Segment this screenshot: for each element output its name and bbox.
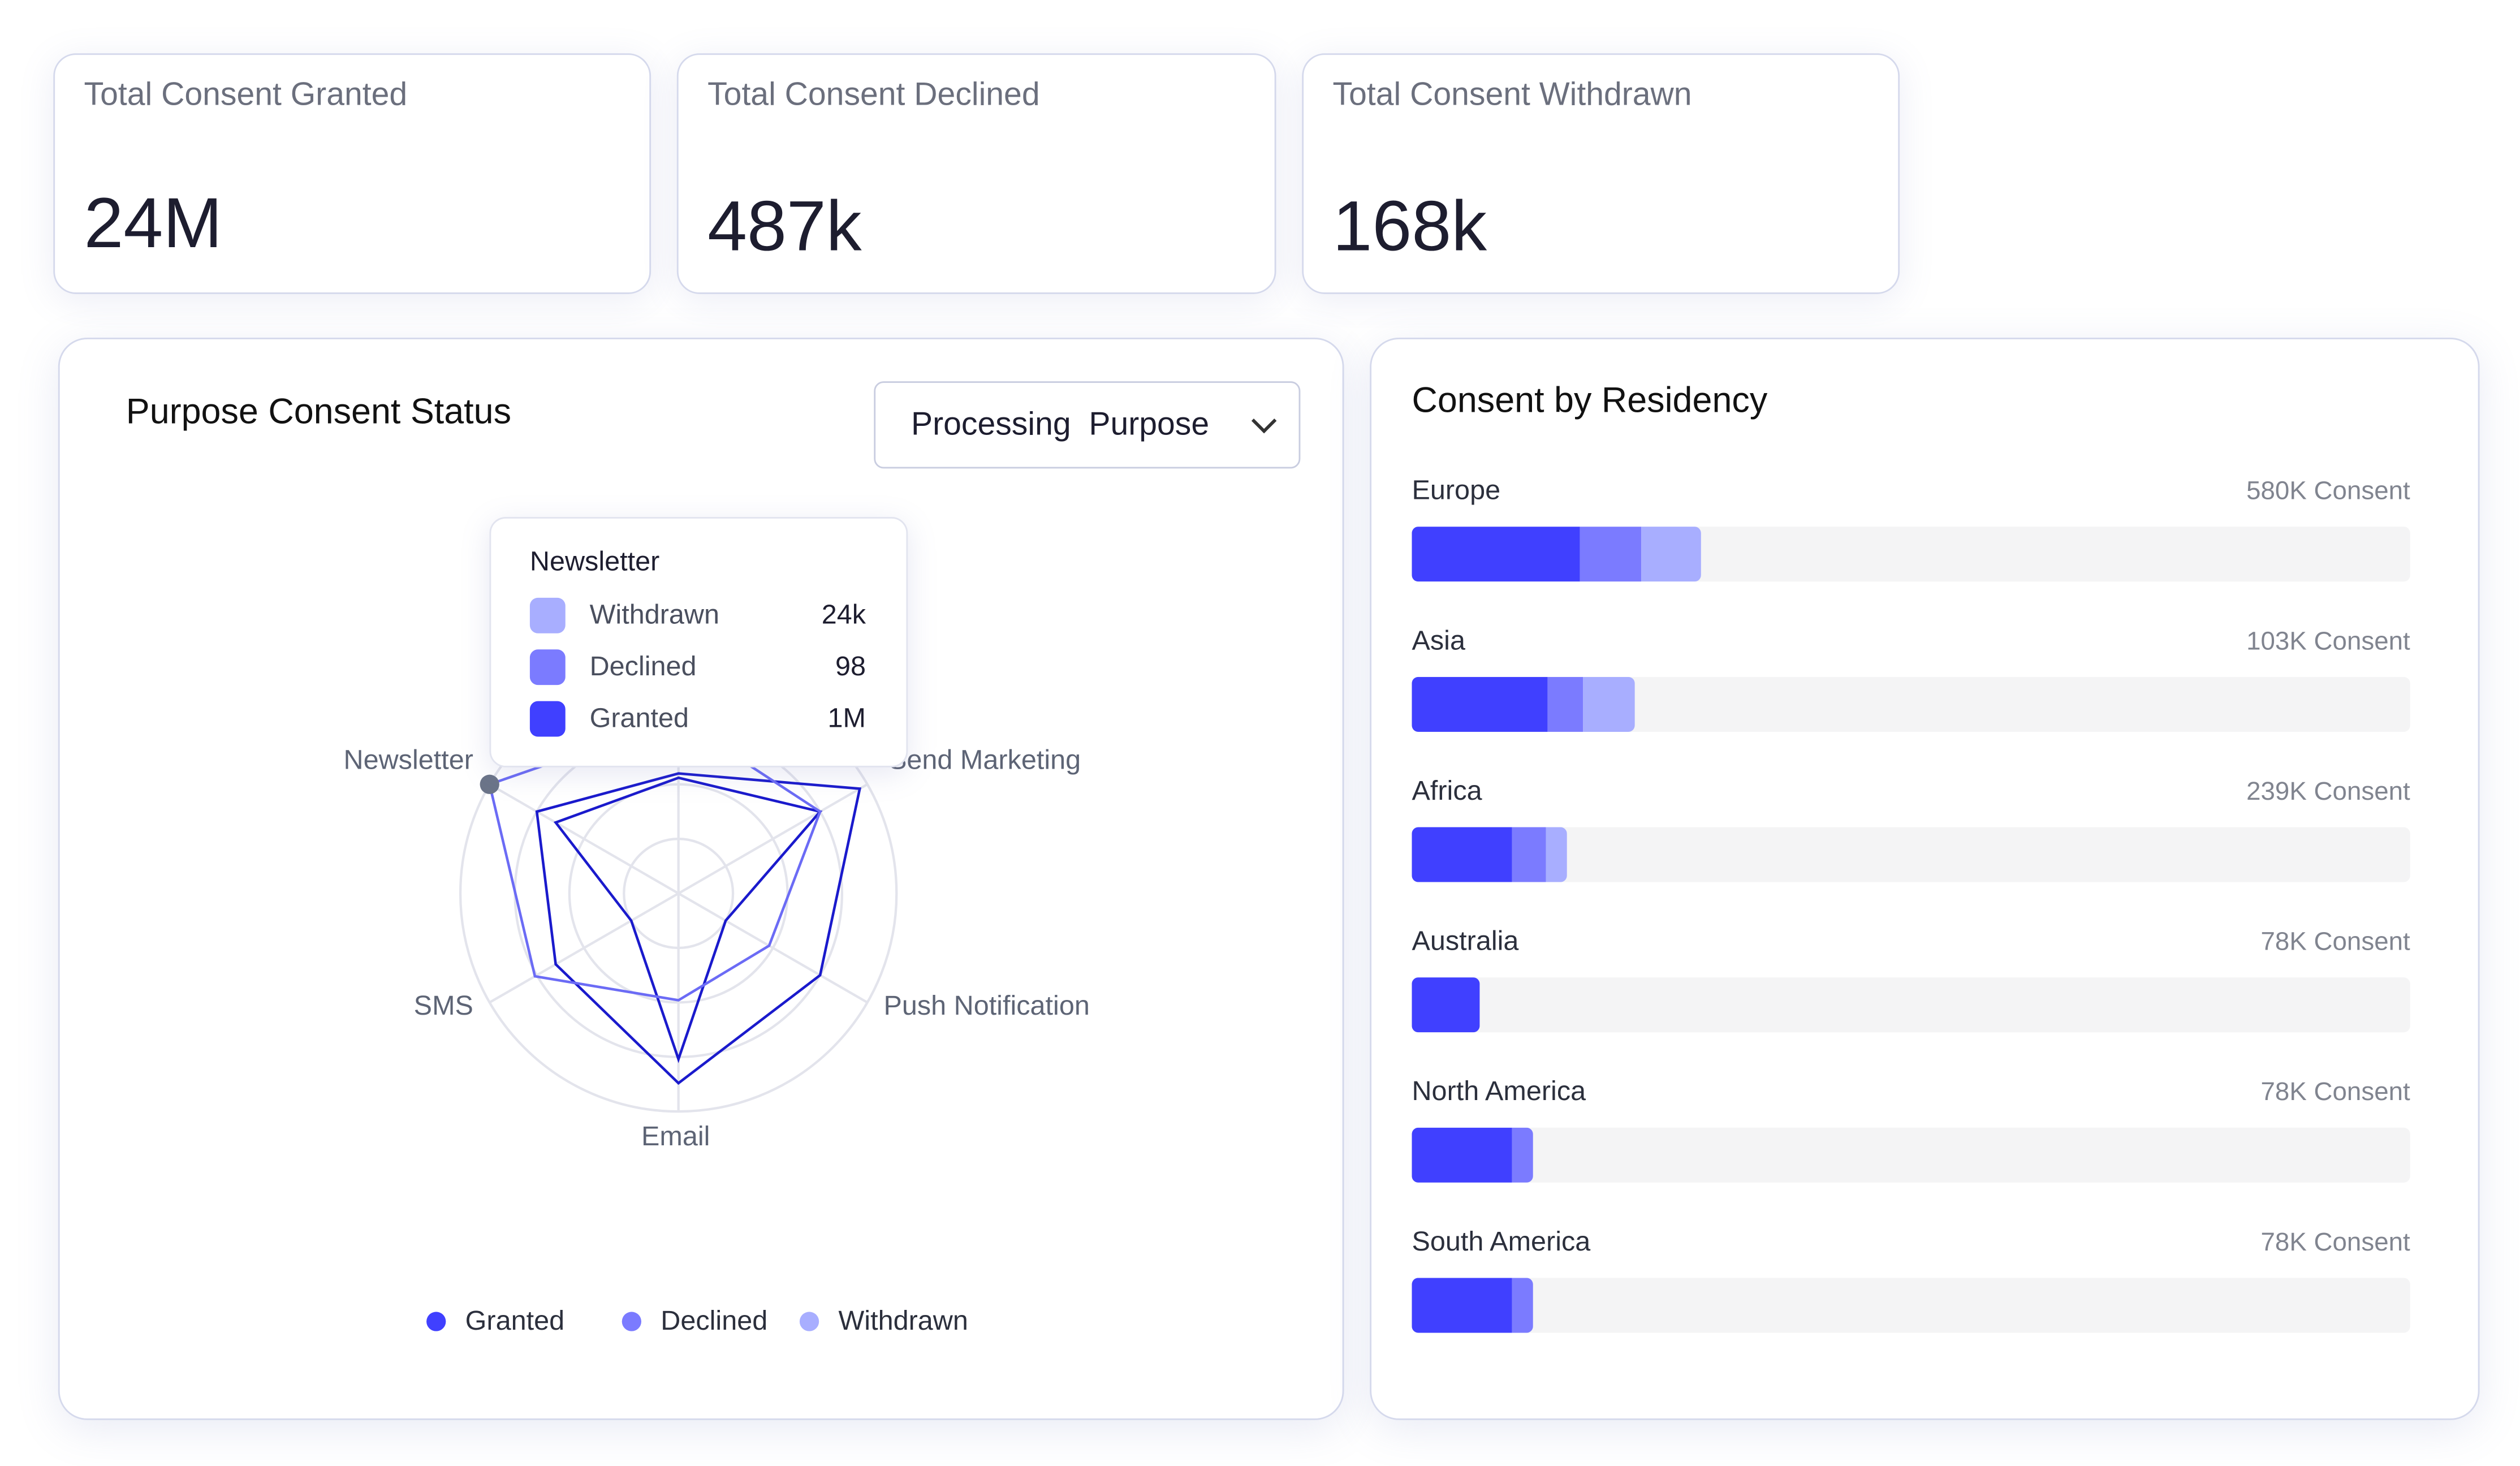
bar-segment-granted	[1412, 527, 1580, 582]
kpi-title: Total Consent Withdrawn	[1332, 77, 1692, 113]
bar-segment-declined	[1547, 676, 1584, 732]
region-bar-track	[1412, 1278, 2410, 1333]
bar-segment-granted	[1412, 676, 1548, 732]
residency-row: Australia 78K Consent	[1412, 926, 2410, 1039]
residency-row: Europe 580K Consent	[1412, 475, 2410, 588]
residency-row: North America 78K Consent	[1412, 1076, 2410, 1189]
bar-segment-granted	[1412, 977, 1480, 1033]
region-name: Asia	[1412, 625, 1465, 656]
kpi-card-granted: Total Consent Granted 24M	[53, 53, 651, 294]
region-bar-track	[1412, 676, 2410, 732]
region-bar-track	[1412, 977, 2410, 1033]
region-name: North America	[1412, 1076, 1586, 1107]
chevron-down-icon	[1251, 408, 1277, 434]
dropdown-value: Processing Purpose	[911, 406, 1210, 442]
bar-segment-declined	[1580, 527, 1641, 582]
bar-segment-declined	[1512, 1127, 1533, 1183]
region-consent-count: 78K Consent	[2260, 1229, 2410, 1257]
residency-row: South America 78K Consent	[1412, 1226, 2410, 1339]
axis-label-newsletter: Newsletter	[343, 744, 473, 776]
tooltip-title: Newsletter	[529, 546, 660, 577]
region-consent-count: 78K Consent	[2260, 929, 2410, 956]
withdrawn-swatch	[529, 597, 566, 633]
bar-segment-declined	[1512, 1278, 1533, 1333]
residency-panel: Consent by Residency Europe 580K Consent…	[1370, 337, 2480, 1420]
region-name: Europe	[1412, 475, 1501, 506]
bar-segment-declined	[1512, 827, 1546, 882]
region-bar-track	[1412, 527, 2410, 582]
radar-axis-line	[489, 892, 679, 1004]
tooltip-value: 24k	[821, 599, 866, 630]
tooltip-row-granted: Granted 1M	[529, 700, 866, 739]
legend-label: Granted	[465, 1305, 565, 1336]
tooltip-value: 98	[835, 651, 866, 682]
bar-segment-withdrawn	[1583, 676, 1636, 732]
legend-dot-icon	[622, 1312, 641, 1331]
region-bar-track	[1412, 827, 2410, 882]
declined-swatch	[529, 649, 566, 685]
legend-label: Declined	[661, 1305, 768, 1336]
tooltip-row-declined: Declined 98	[529, 648, 866, 687]
legend-withdrawn[interactable]: Withdrawn	[799, 1305, 968, 1338]
kpi-value: 24M	[84, 184, 223, 264]
purpose-consent-panel: Purpose Consent Status Processing Purpos…	[58, 337, 1344, 1420]
bar-segment-granted	[1412, 1278, 1512, 1333]
tooltip-label: Withdrawn	[589, 599, 719, 630]
legend-declined[interactable]: Declined	[622, 1305, 768, 1338]
axis-label-send-marketing: Send Marketing	[888, 744, 1081, 776]
region-bar-track	[1412, 1127, 2410, 1183]
axis-label-sms: SMS	[413, 990, 473, 1021]
legend-dot-icon	[799, 1312, 819, 1331]
region-consent-count: 103K Consent	[2246, 628, 2410, 656]
region-consent-count: 78K Consent	[2260, 1079, 2410, 1107]
legend-dot-icon	[426, 1312, 446, 1331]
radar-axis-line	[678, 783, 868, 895]
radar-chart	[459, 674, 898, 1113]
radar-axis-line	[489, 783, 679, 895]
radar-series-granted	[535, 772, 862, 1085]
kpi-card-declined: Total Consent Declined 487k	[676, 53, 1276, 294]
axis-label-email: Email	[641, 1121, 710, 1152]
bar-segment-withdrawn	[1545, 827, 1567, 882]
panel-title: Purpose Consent Status	[126, 391, 512, 432]
tooltip-label: Granted	[589, 702, 689, 734]
region-consent-count: 580K Consent	[2246, 478, 2410, 506]
residency-row: Asia 103K Consent	[1412, 625, 2410, 738]
radar-highlight-point	[480, 774, 499, 794]
tooltip-value: 1M	[827, 702, 866, 734]
region-consent-count: 239K Consent	[2246, 778, 2410, 807]
legend-granted[interactable]: Granted	[426, 1305, 564, 1338]
chart-tooltip: Newsletter Withdrawn 24k Declined 98 Gra…	[489, 517, 908, 768]
kpi-title: Total Consent Declined	[707, 77, 1040, 113]
processing-purpose-dropdown[interactable]: Processing Purpose	[874, 381, 1301, 469]
region-name: Australia	[1412, 925, 1519, 956]
kpi-value: 487k	[707, 187, 862, 267]
granted-swatch	[529, 701, 566, 737]
residency-row: Africa 239K Consent	[1412, 775, 2410, 889]
kpi-title: Total Consent Granted	[84, 77, 408, 113]
panel-title: Consent by Residency	[1412, 380, 1768, 420]
radar-axis-line	[678, 892, 868, 1004]
tooltip-label: Declined	[589, 651, 697, 682]
tooltip-row-withdrawn: Withdrawn 24k	[529, 596, 866, 635]
axis-label-push-notification: Push Notification	[883, 990, 1090, 1021]
region-name: Africa	[1412, 775, 1482, 807]
kpi-value: 168k	[1332, 187, 1487, 267]
bar-segment-granted	[1412, 827, 1512, 882]
bar-segment-granted	[1412, 1127, 1512, 1183]
bar-segment-withdrawn	[1640, 527, 1702, 582]
region-name: South America	[1412, 1226, 1591, 1257]
legend-label: Withdrawn	[838, 1305, 968, 1336]
kpi-card-withdrawn: Total Consent Withdrawn 168k	[1302, 53, 1900, 294]
